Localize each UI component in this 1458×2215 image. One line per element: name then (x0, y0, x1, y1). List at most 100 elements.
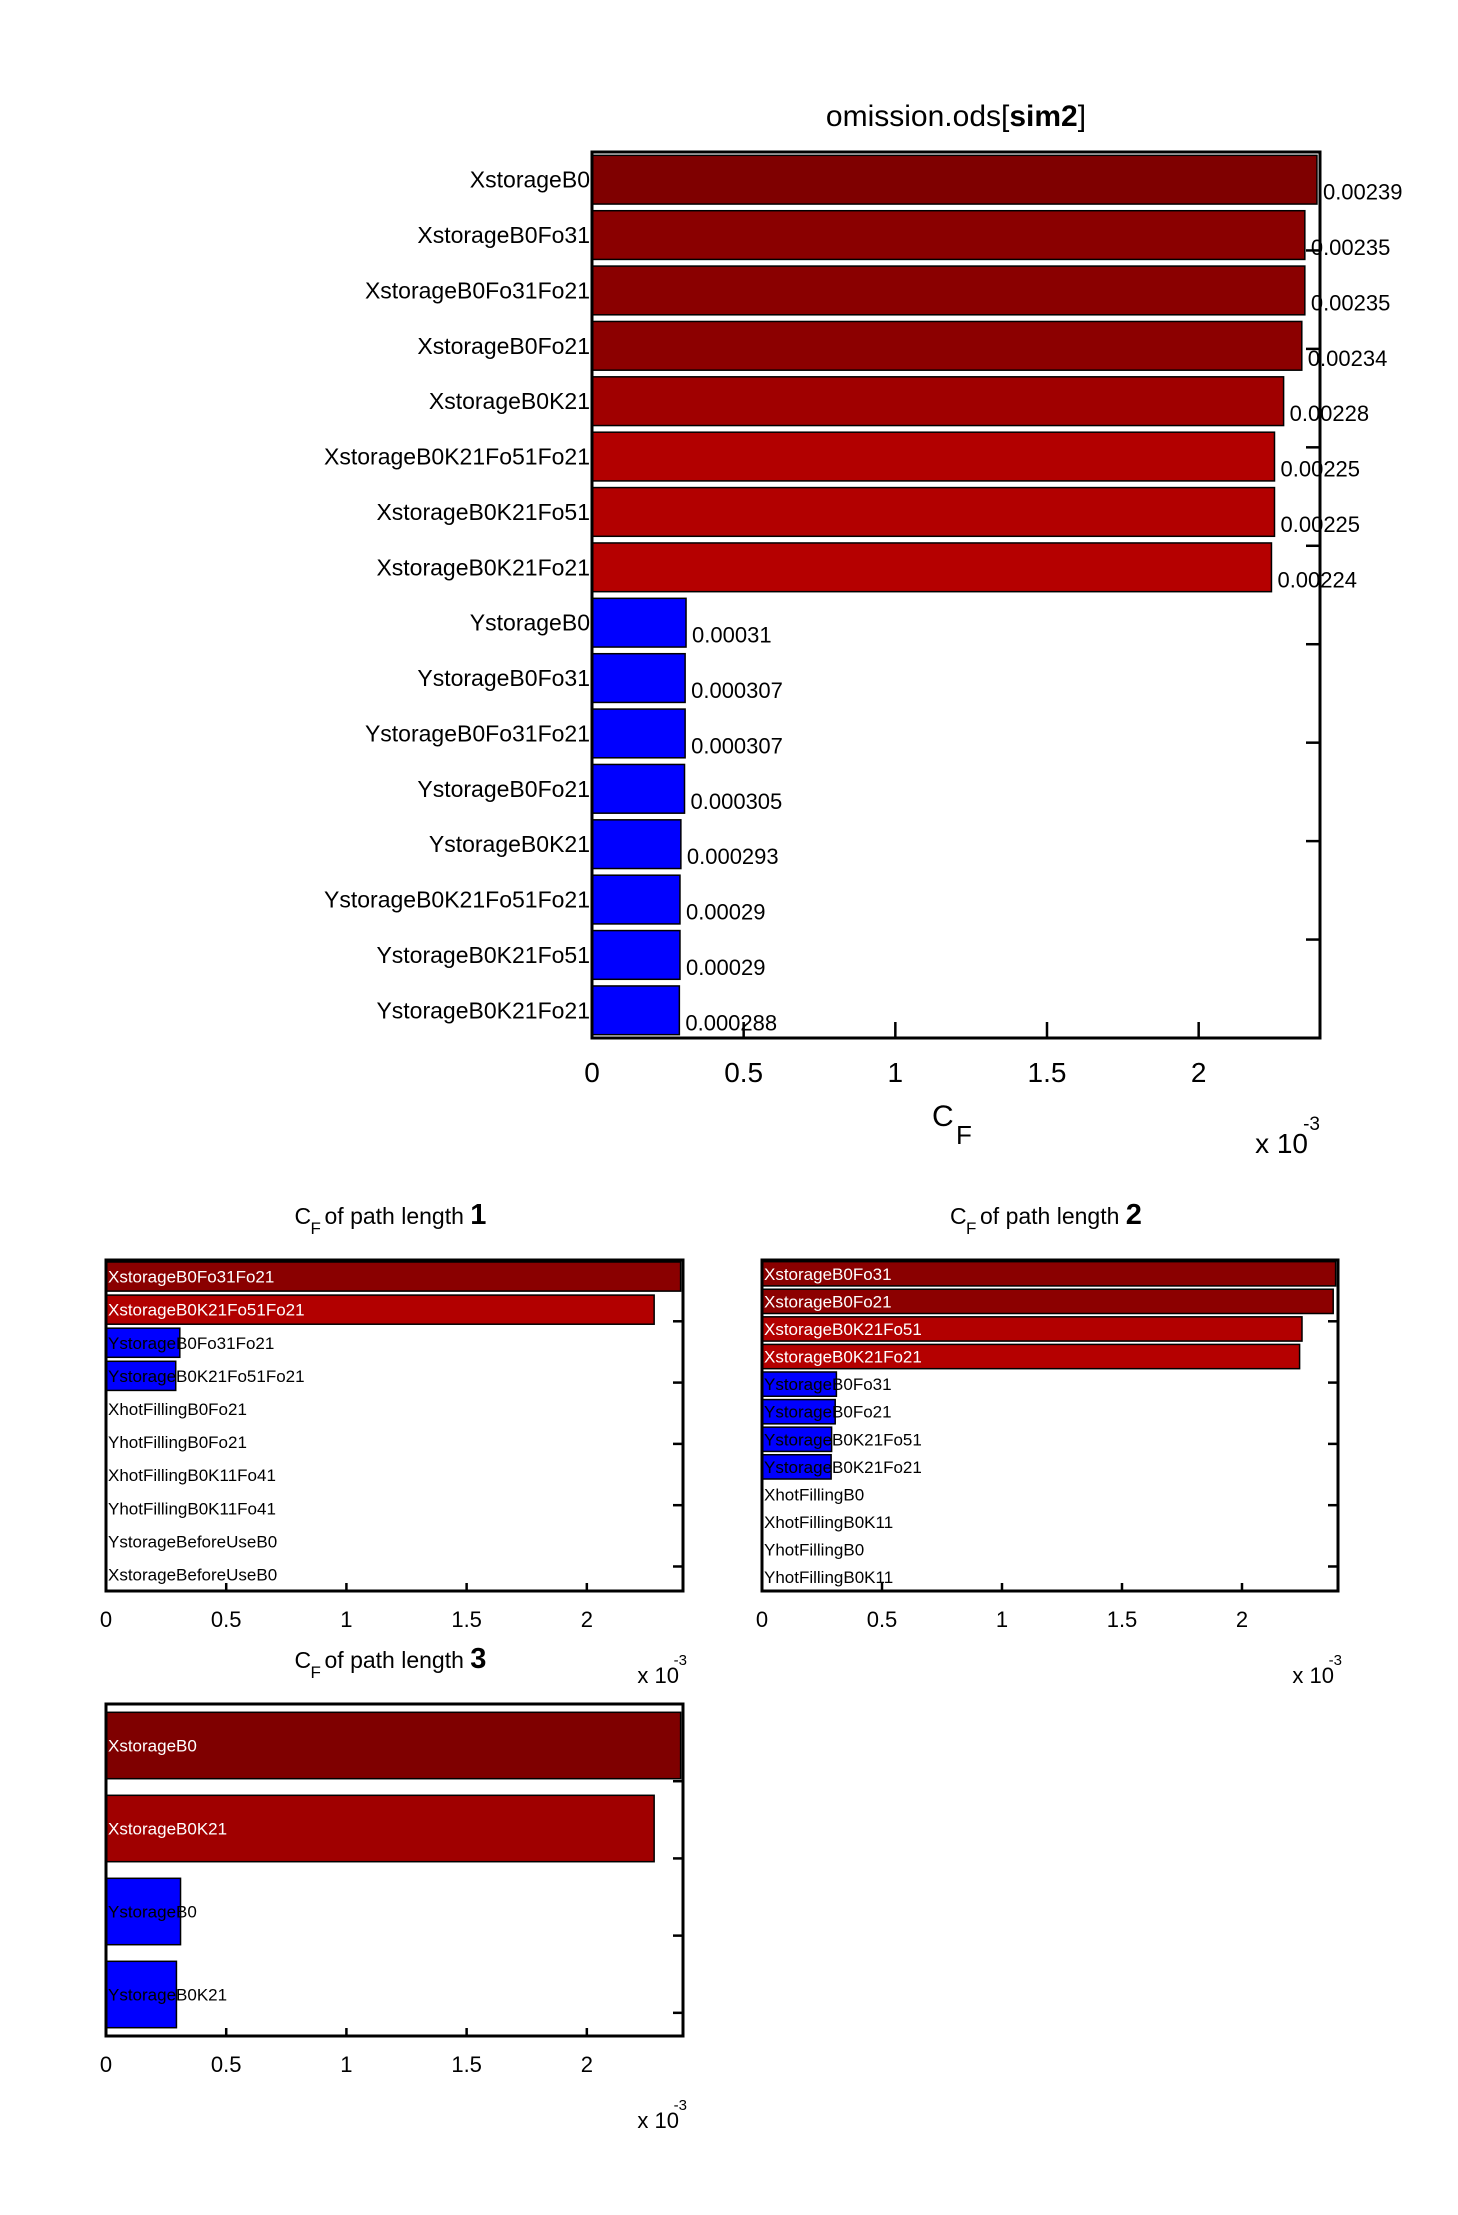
bar (105, 1327, 181, 1359)
value-label: 0.000288 (685, 1010, 777, 1035)
subplot-title-text: of path length 1 (325, 1199, 487, 1231)
category-label: XstorageB0 (108, 1737, 197, 1756)
bar (591, 209, 1306, 261)
x-tick-label: 1.5 (451, 2052, 482, 2077)
bar (105, 1711, 682, 1780)
bar (761, 1371, 838, 1398)
category-label: YstorageB0Fo31 (764, 1375, 892, 1394)
bar (105, 1294, 655, 1325)
plot-frame (104, 1258, 685, 1593)
bar (591, 542, 1273, 593)
category-label: YstorageB0K21Fo21 (764, 1458, 922, 1477)
exponent-label: x 10 (1292, 1663, 1334, 1688)
x-axis-label-subscript: F (956, 1120, 972, 1150)
exponent-label: x 10 (637, 2108, 679, 2133)
subplot-path-length-2: XstorageB0Fo31 XstorageB0Fo21 XstorageB0K2… (756, 1199, 1342, 1688)
x-tick-label: 2 (1191, 1057, 1207, 1088)
value-label: 0.00224 (1277, 567, 1357, 592)
category-label: XhotFillingB0K11Fo41 (108, 1466, 276, 1485)
x-tick-label: 2 (581, 1607, 593, 1632)
subplot-title: C (295, 1203, 312, 1229)
category-label: XstorageBeforeUseB0 (108, 1565, 277, 1584)
category-label: YstorageB0K21Fo51 (376, 942, 590, 968)
category-label: XstorageB0Fo31Fo21 (108, 1268, 274, 1287)
x-tick-label: 1 (340, 1607, 352, 1632)
value-label: 0.00029 (686, 900, 766, 925)
value-label: 0.000307 (691, 733, 783, 758)
category-label: YstorageB0Fo21 (764, 1403, 892, 1422)
category-label: XstorageB0Fo21 (764, 1292, 892, 1311)
exponent-power: -3 (674, 2097, 687, 2114)
x-tick-label: 0 (584, 1057, 600, 1088)
x-tick-label: 0 (756, 1607, 768, 1632)
bar (591, 819, 682, 870)
bar (591, 763, 686, 814)
category-label: XhotFillingB0K11 (764, 1513, 893, 1532)
category-label: YstorageB0K21Fo21 (376, 997, 590, 1023)
category-label: XhotFillingB0Fo21 (108, 1400, 247, 1419)
bar (761, 1398, 836, 1425)
category-label: YhotFillingB0Fo21 (108, 1433, 247, 1452)
x-tick-label: 2 (581, 2052, 593, 2077)
x-tick-label: 1 (340, 2052, 352, 2077)
category-label: YstorageB0Fo31Fo21 (365, 720, 590, 746)
category-label: XhotFillingB0 (764, 1485, 864, 1504)
x-tick-label: 0.5 (867, 1607, 898, 1632)
category-label: YstorageB0 (470, 610, 590, 636)
subplot-path-length-1: XstorageB0Fo31Fo21 XstorageB0K21Fo51Fo21 Y… (100, 1199, 687, 1688)
value-label: 0.00029 (686, 955, 766, 980)
category-label: XstorageB0K21 (108, 1820, 227, 1839)
category-label: XstorageB0K21Fo21 (376, 554, 590, 580)
bar (591, 708, 686, 759)
category-label: XstorageB0Fo31 (417, 222, 590, 248)
category-label: YstorageB0K21 (108, 1986, 227, 2005)
bar (591, 376, 1285, 427)
category-label: XstorageB0K21Fo21 (764, 1348, 922, 1367)
x-tick-label: 0 (100, 1607, 112, 1632)
category-label: XstorageB0K21Fo51Fo21 (108, 1301, 305, 1320)
x-tick-label: 2 (1236, 1607, 1248, 1632)
value-label: 0.00228 (1290, 401, 1370, 426)
bar (105, 1960, 178, 2029)
category-label: YstorageB0 (108, 1903, 197, 1922)
exponent-power: -3 (1329, 1652, 1342, 1669)
category-label: YhotFillingB0K11 (764, 1568, 893, 1587)
category-label: XstorageB0Fo31 (764, 1265, 892, 1284)
category-label: YstorageB0K21Fo51 (764, 1430, 922, 1449)
exponent-power: -3 (674, 1652, 687, 1669)
subplot-title-subscript: F (311, 1663, 321, 1682)
x-axis-label: C (932, 1100, 954, 1133)
category-label: XstorageB0K21Fo51 (376, 499, 590, 525)
x-tick-label: 0.5 (724, 1057, 763, 1088)
x-tick-label: 1 (888, 1057, 904, 1088)
category-label: YstorageB0Fo31Fo21 (108, 1334, 274, 1353)
bar (591, 486, 1276, 538)
bar (591, 431, 1276, 482)
bar (761, 1288, 1334, 1315)
category-label: XstorageB0K21 (429, 388, 590, 414)
x-tick-label: 0.5 (211, 2052, 242, 2077)
bar (591, 929, 681, 981)
category-label: XstorageB0K21Fo51 (764, 1320, 922, 1339)
bar (591, 652, 686, 704)
plot-frame (590, 150, 1322, 1040)
value-label: 0.000307 (691, 678, 783, 703)
category-label: XstorageB0Fo31Fo21 (365, 277, 590, 303)
bar (591, 320, 1303, 371)
plot-frame (104, 1702, 685, 2038)
subplot-title-text: of path length 3 (325, 1643, 487, 1675)
category-label: YstorageB0K21Fo51Fo21 (324, 887, 590, 913)
subplot-path-length-3: XstorageB0 XstorageB0K21 YstorageB0 Ystorag… (100, 1643, 687, 2133)
bar (105, 1877, 182, 1946)
category-label: XstorageB0K21Fo51Fo21 (324, 444, 590, 470)
exponent-power: -3 (1303, 1114, 1320, 1135)
x-tick-label: 1 (996, 1607, 1008, 1632)
category-label: YstorageB0K21 (429, 831, 590, 857)
bar (591, 874, 681, 925)
bar (761, 1316, 1303, 1342)
bar (591, 597, 687, 648)
subplot-title-text: of path length 2 (980, 1199, 1142, 1231)
category-label: XstorageB0 (470, 167, 590, 193)
x-tick-label: 0 (100, 2052, 112, 2077)
